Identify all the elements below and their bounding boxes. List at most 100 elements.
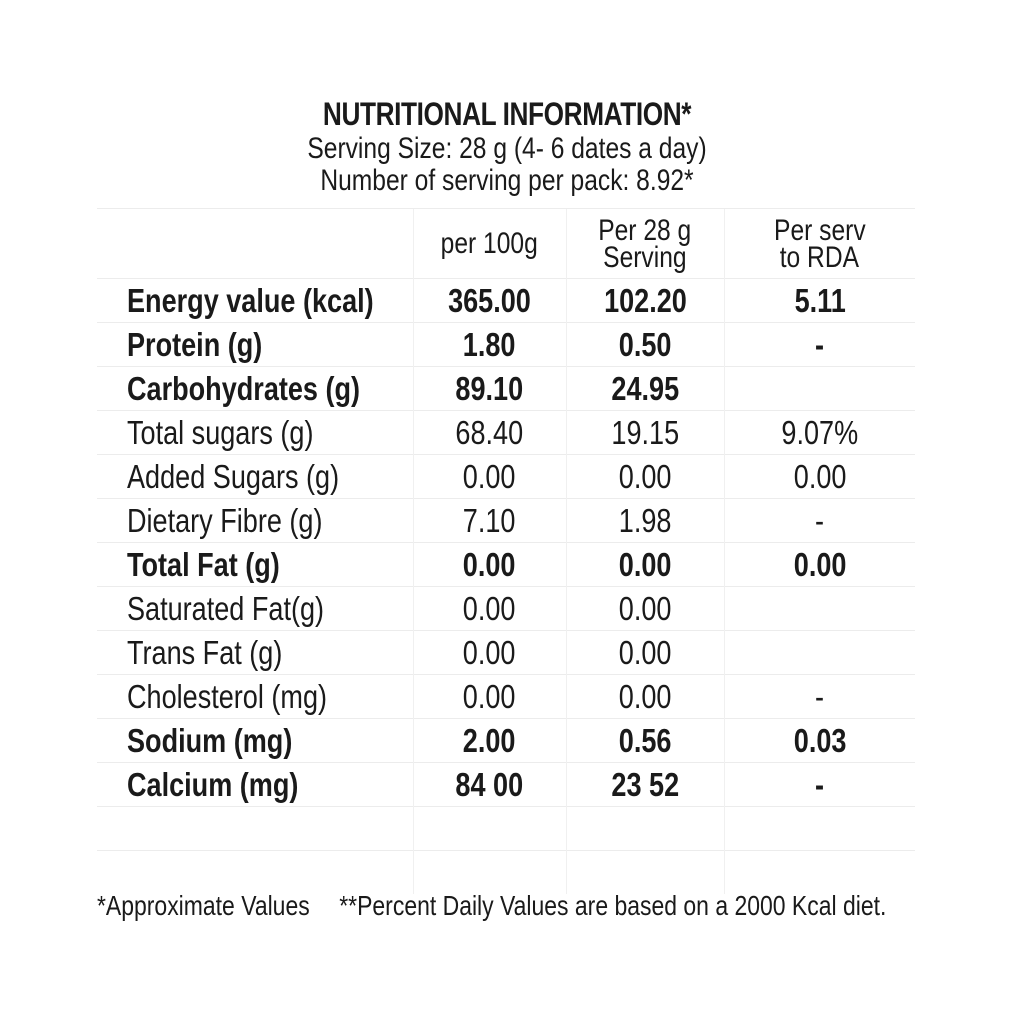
value-per-100g: 84 00 bbox=[455, 765, 524, 803]
nutrient-name: Trans Fat (g) bbox=[127, 633, 283, 671]
nutrient-name-cell: Saturated Fat(g) bbox=[97, 586, 413, 631]
value-per-serving-cell: 0.00 bbox=[565, 630, 724, 675]
value-per-serving-cell: 0.00 bbox=[565, 586, 724, 631]
value-per-100g: 7.10 bbox=[463, 501, 516, 539]
value-per-100g-cell: 89.10 bbox=[412, 366, 566, 411]
value-rda-cell: - bbox=[723, 322, 915, 367]
value-per-serving-cell: 23 52 bbox=[565, 762, 724, 807]
nutrient-name-cell: Added Sugars (g) bbox=[97, 454, 413, 499]
nutrient-name: Calcium (mg) bbox=[127, 765, 299, 803]
nutrient-name-cell: Energy value (kcal) bbox=[97, 278, 413, 323]
column-header-rda: Per serv to RDA bbox=[723, 208, 915, 279]
value-per-100g-cell: 0.00 bbox=[412, 542, 566, 587]
table-row: Sodium (mg) 2.00 0.56 0.03 bbox=[97, 718, 915, 763]
nutrient-name: Cholesterol (mg) bbox=[127, 677, 328, 715]
daily-values-note: **Percent Daily Values are based on a 20… bbox=[339, 890, 887, 921]
nutrient-name: Total sugars (g) bbox=[127, 413, 314, 451]
table-row bbox=[97, 850, 915, 894]
column-header-per-serving-line1: Per 28 g bbox=[598, 213, 692, 247]
value-rda-cell: 0.00 bbox=[723, 542, 915, 587]
value-per-100g-cell: 0.00 bbox=[412, 586, 566, 631]
value-per-100g: 0.00 bbox=[463, 457, 516, 495]
value-rda-cell: 5.11 bbox=[723, 278, 915, 323]
value-rda-cell: - bbox=[723, 762, 915, 807]
nutrient-name: Saturated Fat(g) bbox=[127, 589, 325, 627]
value-per-serving-cell: 1.98 bbox=[565, 498, 724, 543]
table-row: Total Fat (g) 0.00 0.00 0.00 bbox=[97, 542, 915, 587]
nutrient-name: Sodium (mg) bbox=[127, 721, 293, 759]
nutrient-name-cell: Calcium (mg) bbox=[97, 762, 413, 807]
label-header: NUTRITIONAL INFORMATION* Serving Size: 2… bbox=[0, 95, 1014, 197]
table-row: Protein (g) 1.80 0.50 - bbox=[97, 322, 915, 367]
value-rda: - bbox=[815, 501, 825, 539]
nutrient-name-cell: Total Fat (g) bbox=[97, 542, 413, 587]
nutrient-name: Dietary Fibre (g) bbox=[127, 501, 323, 539]
value-rda: - bbox=[815, 325, 825, 363]
value-per-100g-cell: 365.00 bbox=[412, 278, 566, 323]
column-header-per-100g: per 100g bbox=[412, 208, 566, 279]
value-rda: 5.11 bbox=[794, 281, 846, 319]
value-rda: - bbox=[815, 765, 825, 803]
value-per-100g: 0.00 bbox=[463, 633, 516, 671]
table-row: Cholesterol (mg) 0.00 0.00 - bbox=[97, 674, 915, 719]
value-per-serving-cell: 24.95 bbox=[565, 366, 724, 411]
value-per-serving: 23 52 bbox=[611, 765, 679, 803]
value-per-serving-cell: 0.56 bbox=[565, 718, 724, 763]
value-per-100g-cell: 2.00 bbox=[412, 718, 566, 763]
table-row: Carbohydrates (g) 89.10 24.95 bbox=[97, 366, 915, 411]
value-per-serving-cell: 19.15 bbox=[565, 410, 724, 455]
value-per-100g: 0.00 bbox=[463, 545, 516, 583]
column-header-rda-line1: Per serv bbox=[773, 213, 866, 247]
value-per-100g-cell: 0.00 bbox=[412, 674, 566, 719]
nutrient-name-cell: Total sugars (g) bbox=[97, 410, 413, 455]
nutrient-name: Total Fat (g) bbox=[127, 545, 280, 583]
value-rda: - bbox=[815, 677, 825, 715]
table-row: Dietary Fibre (g) 7.10 1.98 - bbox=[97, 498, 915, 543]
nutrition-title: NUTRITIONAL INFORMATION* bbox=[322, 96, 692, 132]
value-rda: 0.00 bbox=[793, 457, 847, 495]
value-rda-cell bbox=[723, 586, 915, 631]
value-per-serving-cell: 102.20 bbox=[565, 278, 724, 323]
value-per-serving: 0.56 bbox=[618, 721, 672, 759]
value-per-serving-cell: 0.00 bbox=[565, 674, 724, 719]
nutrition-rows: Energy value (kcal) 365.00 102.20 5.11 Prote… bbox=[97, 278, 915, 894]
value-rda: 9.07% bbox=[781, 413, 859, 451]
nutrition-table: per 100g Per 28 g Serving Per serv to RD… bbox=[97, 208, 915, 894]
nutrient-name-cell: Cholesterol (mg) bbox=[97, 674, 413, 719]
value-per-serving: 19.15 bbox=[611, 413, 679, 451]
table-row: Saturated Fat(g) 0.00 0.00 bbox=[97, 586, 915, 631]
value-rda-cell: - bbox=[723, 498, 915, 543]
value-per-100g: 2.00 bbox=[463, 721, 516, 759]
column-header-rda-line2: to RDA bbox=[780, 240, 860, 274]
value-per-serving: 0.00 bbox=[618, 677, 672, 715]
value-rda-cell: 0.00 bbox=[723, 454, 915, 499]
nutrient-name-cell: Protein (g) bbox=[97, 322, 413, 367]
table-row: Calcium (mg) 84 00 23 52 - bbox=[97, 762, 915, 807]
value-per-serving: 0.50 bbox=[618, 325, 672, 363]
value-per-serving-cell: 0.00 bbox=[565, 454, 724, 499]
value-rda: 0.00 bbox=[793, 545, 847, 583]
value-per-100g: 0.00 bbox=[463, 589, 516, 627]
value-rda-cell: - bbox=[723, 674, 915, 719]
value-per-serving: 24.95 bbox=[611, 369, 679, 407]
nutrient-name: Energy value (kcal) bbox=[127, 281, 374, 319]
column-header-per-serving: Per 28 g Serving bbox=[565, 208, 724, 279]
value-per-serving: 1.98 bbox=[618, 501, 672, 539]
value-per-100g: 1.80 bbox=[463, 325, 516, 363]
value-per-serving-cell: 0.50 bbox=[565, 322, 724, 367]
table-row: Trans Fat (g) 0.00 0.00 bbox=[97, 630, 915, 675]
approximate-values-note: *Approximate Values bbox=[97, 890, 310, 921]
value-per-100g: 68.40 bbox=[455, 413, 524, 451]
column-header-nutrient bbox=[97, 208, 413, 279]
servings-per-pack-text: Number of serving per pack: 8.92* bbox=[320, 164, 694, 197]
value-per-100g-cell: 7.10 bbox=[412, 498, 566, 543]
nutrient-name: Added Sugars (g) bbox=[127, 457, 340, 495]
value-per-serving: 0.00 bbox=[618, 589, 672, 627]
value-per-100g-cell: 84 00 bbox=[412, 762, 566, 807]
value-rda: 0.03 bbox=[793, 721, 847, 759]
nutrient-name-cell: Carbohydrates (g) bbox=[97, 366, 413, 411]
value-rda-cell: 0.03 bbox=[723, 718, 915, 763]
value-per-serving: 102.20 bbox=[603, 281, 687, 319]
value-per-serving: 0.00 bbox=[618, 545, 672, 583]
value-per-100g-cell: 1.80 bbox=[412, 322, 566, 367]
